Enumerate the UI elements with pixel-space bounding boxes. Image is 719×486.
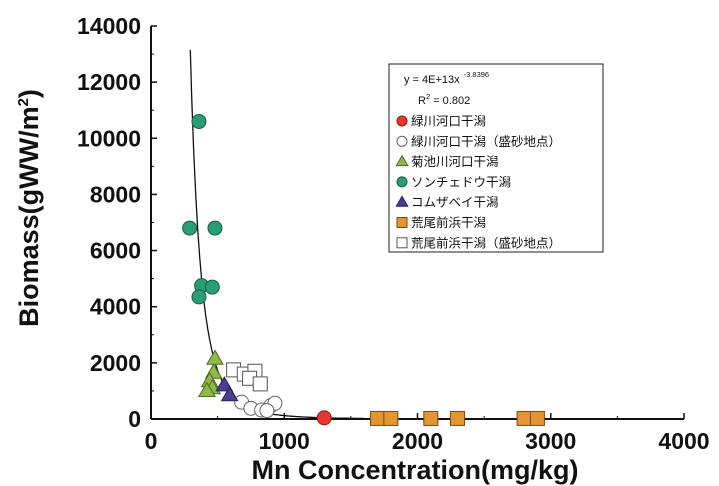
- x-tick-label: 3000: [525, 428, 576, 454]
- legend-marker: [396, 135, 408, 147]
- y-axis-title-end: ): [14, 89, 44, 98]
- data-point-square: [449, 410, 465, 426]
- x-tick-label: 0: [145, 428, 158, 454]
- legend-marker: [395, 154, 409, 167]
- y-tick-label: 12000: [77, 69, 141, 95]
- y-tick-label: 10000: [77, 125, 141, 151]
- legend-box: [388, 63, 604, 253]
- data-point-circle: [316, 410, 332, 426]
- fit-equation-main: y = 4E+13x: [404, 74, 460, 86]
- y-axis-title-sup: 2: [15, 98, 32, 106]
- data-point-triangle: [220, 385, 239, 402]
- data-point-circle: [204, 279, 220, 295]
- legend-marker: [395, 195, 409, 207]
- y-tick-label: 0: [128, 406, 141, 432]
- r2-label: R: [418, 95, 426, 107]
- data-point-circle: [207, 220, 223, 236]
- axes: 0 1000 2000 3000 4000 0 2000 4000 6000 8000 10000 1…: [77, 13, 710, 454]
- x-tick-label: 4000: [658, 428, 709, 454]
- legend-label: コムザベイ干潟: [411, 195, 499, 210]
- legend-marker: [396, 237, 408, 249]
- legend: y = 4E+13x -3.8396 R2 = 0.802 緑川河口干潟緑川河口干…: [388, 63, 604, 253]
- data-point-circle: [191, 113, 207, 129]
- legend-label: 緑川河口干潟（盛砂地点）: [411, 134, 561, 149]
- data-point-triangle: [215, 376, 234, 392]
- fit-equation-exponent: -3.8396: [464, 70, 489, 79]
- y-tick-label: 8000: [90, 181, 141, 207]
- legend-label: 緑川河口干潟: [411, 114, 486, 129]
- r2-sup: 2: [426, 92, 430, 101]
- legend-label: 荒尾前浜干潟（盛砂地点）: [411, 235, 561, 250]
- x-axis-title: Mn Concentration(mg/kg): [252, 455, 579, 485]
- data-point-circle: [182, 220, 198, 236]
- fit-r-squared: R2 = 0.802: [418, 92, 470, 107]
- data-point-triangle: [206, 349, 224, 365]
- legend-marker: [396, 217, 408, 228]
- y-tick-label: 2000: [90, 350, 141, 376]
- legend-marker: [396, 115, 408, 127]
- y-tick-label: 4000: [90, 294, 141, 320]
- y-tick-label: 14000: [77, 13, 141, 39]
- data-point-square: [529, 410, 545, 426]
- data-point-square: [383, 410, 399, 426]
- y-axis-title-main: Biomass(gWW/m: [14, 106, 44, 327]
- x-tick-label: 2000: [392, 428, 443, 454]
- legend-label: 荒尾前浜干潟: [411, 215, 486, 230]
- legend-marker: [396, 176, 408, 188]
- data-point-triangle: [198, 381, 216, 397]
- data-point-square: [252, 376, 268, 392]
- data-point-square: [423, 410, 439, 426]
- r2-value: = 0.802: [430, 95, 470, 107]
- data-point-circle: [259, 403, 275, 419]
- y-tick-label: 6000: [90, 238, 141, 264]
- data-point-circle: [191, 289, 207, 305]
- data-point-square: [370, 410, 386, 426]
- fit-equation: y = 4E+13x -3.8396: [404, 70, 489, 86]
- x-tick-label: 1000: [259, 428, 310, 454]
- legend-label: 菊池川河口干潟: [411, 154, 499, 169]
- y-axis-title: Biomass(gWW/m2): [14, 89, 44, 327]
- data-points: [182, 113, 545, 426]
- legend-label: ソンチェドウ干潟: [411, 174, 511, 189]
- data-point-square: [516, 410, 532, 426]
